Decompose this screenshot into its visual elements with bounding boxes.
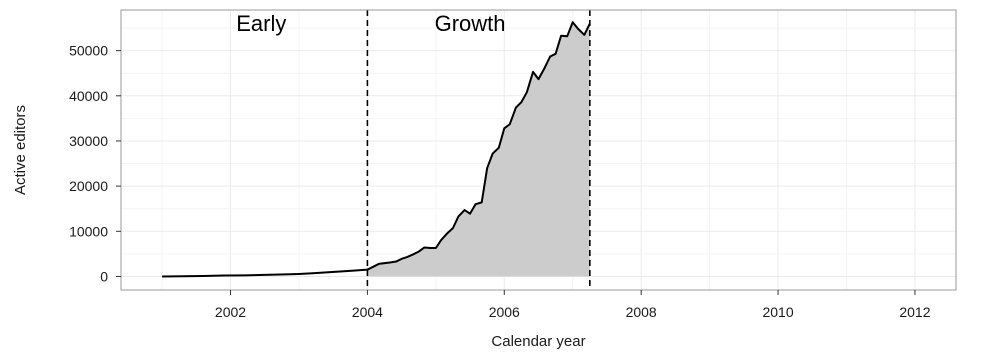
x-tick-label: 2004 <box>352 304 383 320</box>
series-line-layer <box>162 21 591 278</box>
y-tick-label: 10000 <box>69 223 108 239</box>
x-tick-label: 2010 <box>762 304 793 320</box>
x-tick-label: 2002 <box>215 304 246 320</box>
active-editors-line <box>162 21 591 278</box>
x-tick-label: 2006 <box>489 304 520 320</box>
phase-labels: Early Growth <box>236 11 505 36</box>
phase-boundary-layer <box>366 10 591 290</box>
x-axis-ticks: 2002 2004 2006 2008 2010 2012 <box>215 290 931 320</box>
x-tick-label: 2012 <box>899 304 930 320</box>
growth-area <box>367 22 590 277</box>
plot-frame <box>120 9 957 291</box>
y-tick-label: 20000 <box>69 178 108 194</box>
phase-label-growth: Growth <box>435 11 506 36</box>
x-tick-label: 2008 <box>626 304 657 320</box>
y-axis-title: Active editors <box>12 105 29 195</box>
y-tick-label: 0 <box>100 268 108 284</box>
shaded-area-layer <box>367 22 590 277</box>
y-tick-label: 40000 <box>69 88 108 104</box>
phase-label-early: Early <box>236 11 286 36</box>
y-axis-ticks: 0 10000 20000 30000 40000 50000 <box>69 43 121 284</box>
x-axis-title: Calendar year <box>491 333 585 350</box>
y-tick-label: 30000 <box>69 133 108 149</box>
y-tick-label: 50000 <box>69 43 108 59</box>
